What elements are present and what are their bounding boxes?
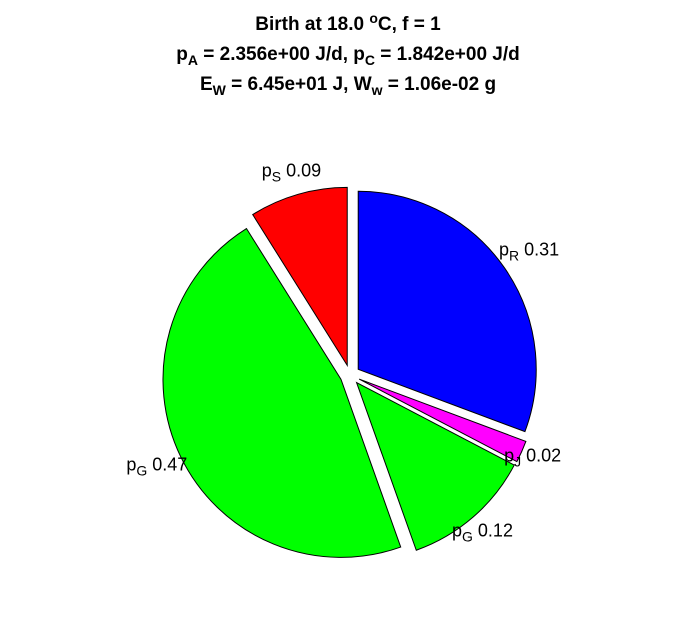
pie-labels: pR 0.31 pJ 0.02 pG 0.12 pG 0.47 pS 0.09: [126, 160, 561, 544]
chart-title: Birth at 18.0 oC, f = 1 pA = 2.356e+00 J…: [0, 10, 696, 100]
title-line-1-suffix: C, f = 1: [377, 14, 441, 35]
pc-value: = 1.842e+00 J/d: [375, 44, 520, 65]
title-line-1-prefix: Birth at 18.0: [255, 14, 370, 35]
title-line-3: EW = 6.45e+01 J, Ww = 1.06e-02 g: [0, 70, 696, 100]
pa-subscript: A: [187, 52, 198, 68]
slice-label-j-1: pJ 0.02: [504, 445, 561, 469]
title-line-2: pA = 2.356e+00 J/d, pC = 1.842e+00 J/d: [0, 40, 696, 70]
pie-slices: [162, 186, 537, 558]
pie-slice-s-4: [252, 186, 348, 368]
pie-slice-j-1: [358, 378, 527, 463]
pc-subscript: C: [364, 52, 376, 68]
degree-symbol: o: [369, 10, 378, 26]
pie-slice-g-3: [162, 227, 402, 558]
slice-label-r-0: pR 0.31: [499, 239, 559, 263]
pa-symbol: p: [176, 44, 188, 65]
slice-label-g-3: pG 0.47: [126, 454, 187, 478]
ew-symbol: E: [199, 74, 213, 95]
ew-value: = 6.45e+01 J,: [225, 74, 354, 95]
ww-subscript: w: [371, 82, 383, 98]
ew-subscript: W: [212, 82, 226, 98]
title-line-1: Birth at 18.0 oC, f = 1: [0, 10, 696, 40]
pie-slice-g-2: [355, 381, 515, 551]
slice-label-s-4: pS 0.09: [262, 160, 321, 184]
ww-value: = 1.06e-02 g: [382, 74, 497, 95]
pie-slice-r-0: [357, 190, 537, 433]
slice-label-g-2: pG 0.12: [452, 520, 513, 544]
ww-symbol: W: [353, 74, 372, 95]
pc-symbol: p: [353, 44, 365, 65]
pa-value: = 2.356e+00 J/d,: [197, 44, 354, 65]
